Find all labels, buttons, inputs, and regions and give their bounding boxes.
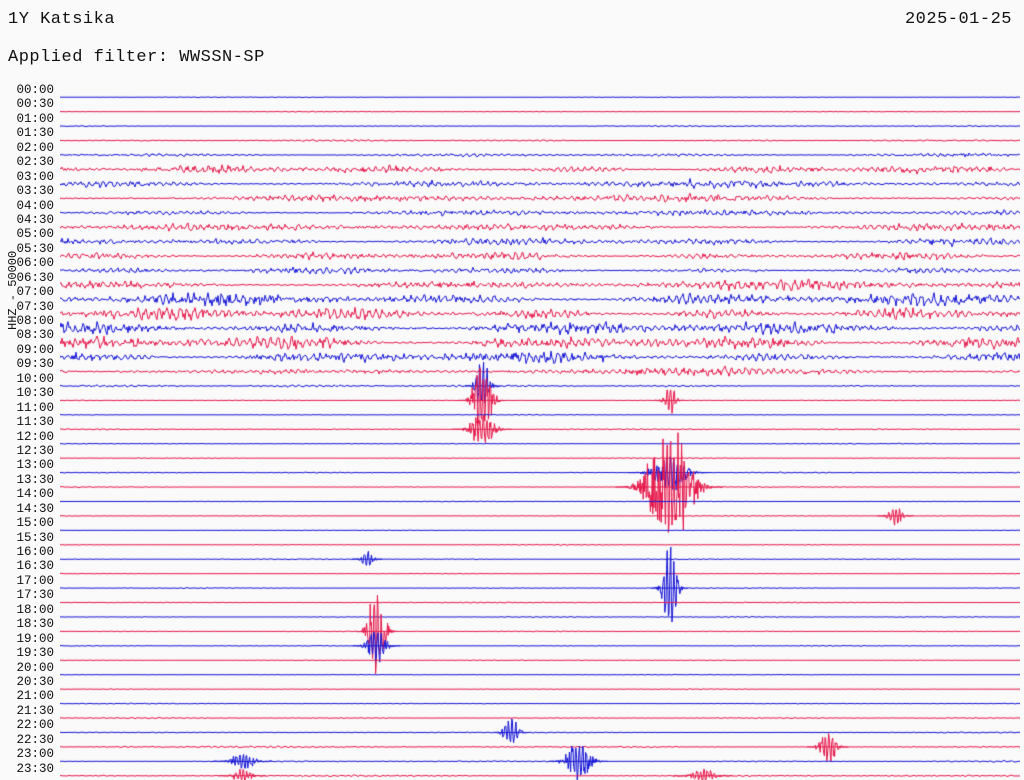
time-label-02-30: 02:30 (0, 156, 54, 169)
seismic-trace-plot[interactable] (60, 90, 1020, 780)
time-label-06-00: 06:00 (0, 257, 54, 270)
time-label-18-30: 18:30 (0, 618, 54, 631)
station-title: 1Y Katsika (8, 10, 115, 29)
time-label-01-30: 01:30 (0, 127, 54, 140)
time-label-08-00: 08:00 (0, 315, 54, 328)
time-label-23-00: 23:00 (0, 748, 54, 761)
time-label-08-30: 08:30 (0, 329, 54, 342)
time-label-20-00: 20:00 (0, 662, 54, 675)
time-label-20-30: 20:30 (0, 676, 54, 689)
time-label-09-00: 09:00 (0, 344, 54, 357)
time-label-11-00: 11:00 (0, 402, 54, 415)
time-label-10-30: 10:30 (0, 387, 54, 400)
time-label-16-00: 16:00 (0, 546, 54, 559)
time-label-09-30: 09:30 (0, 358, 54, 371)
time-label-18-00: 18:00 (0, 604, 54, 617)
time-label-05-30: 05:30 (0, 243, 54, 256)
time-label-19-00: 19:00 (0, 633, 54, 646)
date-label: 2025-01-25 (905, 10, 1012, 29)
time-label-22-30: 22:30 (0, 734, 54, 747)
time-label-17-00: 17:00 (0, 575, 54, 588)
time-label-13-00: 13:00 (0, 459, 54, 472)
time-label-16-30: 16:30 (0, 560, 54, 573)
time-label-00-00: 00:00 (0, 84, 54, 97)
time-label-12-30: 12:30 (0, 445, 54, 458)
time-label-04-30: 04:30 (0, 214, 54, 227)
time-label-06-30: 06:30 (0, 272, 54, 285)
time-label-10-00: 10:00 (0, 373, 54, 386)
time-label-14-00: 14:00 (0, 488, 54, 501)
time-label-00-30: 00:30 (0, 98, 54, 111)
time-label-15-00: 15:00 (0, 517, 54, 530)
filter-label: Applied filter: WWSSN-SP (8, 48, 265, 67)
time-label-07-00: 07:00 (0, 286, 54, 299)
time-label-22-00: 22:00 (0, 719, 54, 732)
time-label-23-30: 23:30 (0, 763, 54, 776)
time-label-11-30: 11:30 (0, 416, 54, 429)
time-label-03-30: 03:30 (0, 185, 54, 198)
time-label-13-30: 13:30 (0, 474, 54, 487)
time-label-12-00: 12:00 (0, 431, 54, 444)
time-label-14-30: 14:30 (0, 503, 54, 516)
time-label-07-30: 07:30 (0, 301, 54, 314)
seismograph-window: 1Y Katsika Applied filter: WWSSN-SP 2025… (0, 0, 1024, 780)
time-axis-labels: 00:00 00:30 01:00 01:30 02:00 02:30 03:00 03:30… (0, 90, 58, 780)
time-label-15-30: 15:30 (0, 532, 54, 545)
seismic-canvas[interactable] (60, 90, 1020, 780)
time-label-02-00: 02:00 (0, 142, 54, 155)
time-label-17-30: 17:30 (0, 589, 54, 602)
time-label-04-00: 04:00 (0, 200, 54, 213)
time-label-01-00: 01:00 (0, 113, 54, 126)
time-label-19-30: 19:30 (0, 647, 54, 660)
time-label-21-00: 21:00 (0, 690, 54, 703)
time-label-03-00: 03:00 (0, 171, 54, 184)
time-label-05-00: 05:00 (0, 228, 54, 241)
time-label-21-30: 21:30 (0, 705, 54, 718)
